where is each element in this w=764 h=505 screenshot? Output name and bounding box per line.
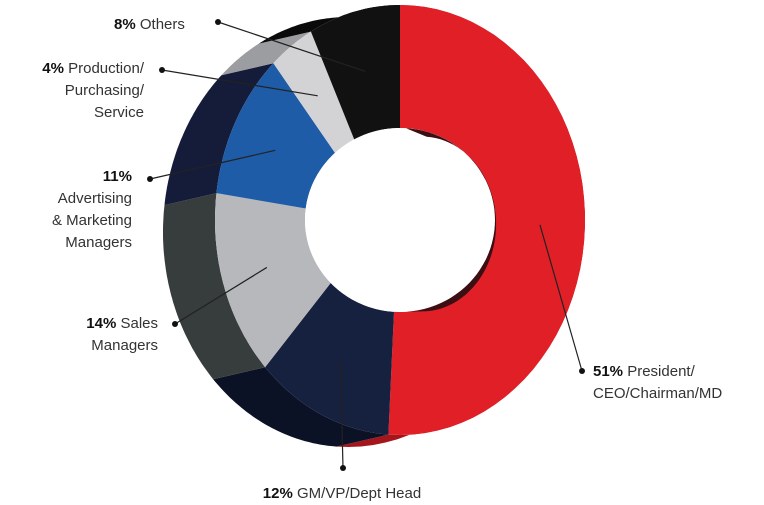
- side-wall-production-purchasing-service: [221, 31, 311, 76]
- label-production-line-1: Production/: [68, 60, 144, 77]
- leader-dot-gm: [340, 465, 346, 471]
- label-others-percent: 8%: [114, 16, 136, 33]
- slice-others: [310, 5, 400, 140]
- label-production-line-2: Purchasing/: [64, 82, 144, 99]
- side-wall-gm-vp-dept-head: [213, 367, 389, 447]
- side-wall-sales-managers: [163, 193, 266, 380]
- slice-president-ceo-chairman-md: [388, 5, 585, 435]
- label-sales-percent: 14%: [86, 315, 117, 332]
- label-advertising-line-1: Advertising: [57, 190, 132, 207]
- leader-line-sales: [174, 266, 268, 325]
- label-production-line-3: Service: [93, 104, 144, 121]
- leader-line-president: [539, 224, 583, 372]
- slice-gm-vp-dept-head: [265, 283, 394, 435]
- leader-lines: [147, 19, 585, 471]
- label-president-percent: 51%: [593, 363, 624, 380]
- label-advertising: 11% Advertising & Marketing Managers: [10, 166, 132, 254]
- donut-hole: [305, 128, 495, 312]
- leader-line-advertising: [149, 149, 276, 180]
- label-president-line-1: President/: [627, 363, 695, 380]
- leader-dot-president: [579, 368, 585, 374]
- label-sales-line-1: Sales: [120, 315, 158, 332]
- label-gm-text: GM/VP/Dept Head: [296, 485, 422, 502]
- leader-dot-sales: [172, 321, 178, 327]
- label-president: 51% President/ CEO/Chairman/MD: [593, 361, 722, 405]
- label-sales: 14% Sales Managers: [10, 313, 158, 357]
- slice-production-purchasing-service: [273, 31, 355, 153]
- label-sales-line-2: Managers: [91, 337, 158, 354]
- label-production-percent: 4%: [42, 60, 64, 77]
- label-president-line-2: CEO/Chairman/MD: [593, 385, 723, 402]
- label-others-text: Others: [139, 16, 185, 33]
- side-wall-others: [258, 5, 400, 44]
- leader-line-production: [161, 69, 318, 97]
- leader-line-others: [217, 21, 366, 72]
- donut-top-faces: [215, 5, 585, 435]
- label-advertising-percent: 11%: [102, 168, 132, 185]
- label-advertising-line-2: & Marketing: [51, 212, 132, 229]
- slice-advertising-marketing-managers: [216, 63, 335, 209]
- label-production: 4% Production/ Purchasing/ Service: [10, 58, 144, 124]
- label-advertising-line-3: Managers: [65, 234, 132, 251]
- leader-dot-others: [215, 19, 221, 25]
- label-others: 8% Others: [114, 14, 185, 36]
- label-gm: 12% GM/VP/Dept Head: [232, 483, 452, 505]
- leader-dot-advertising: [147, 176, 153, 182]
- slice-sales-managers: [215, 193, 331, 368]
- label-gm-percent: 12%: [262, 485, 293, 502]
- leader-line-gm: [339, 358, 344, 469]
- leader-dot-production: [159, 67, 165, 73]
